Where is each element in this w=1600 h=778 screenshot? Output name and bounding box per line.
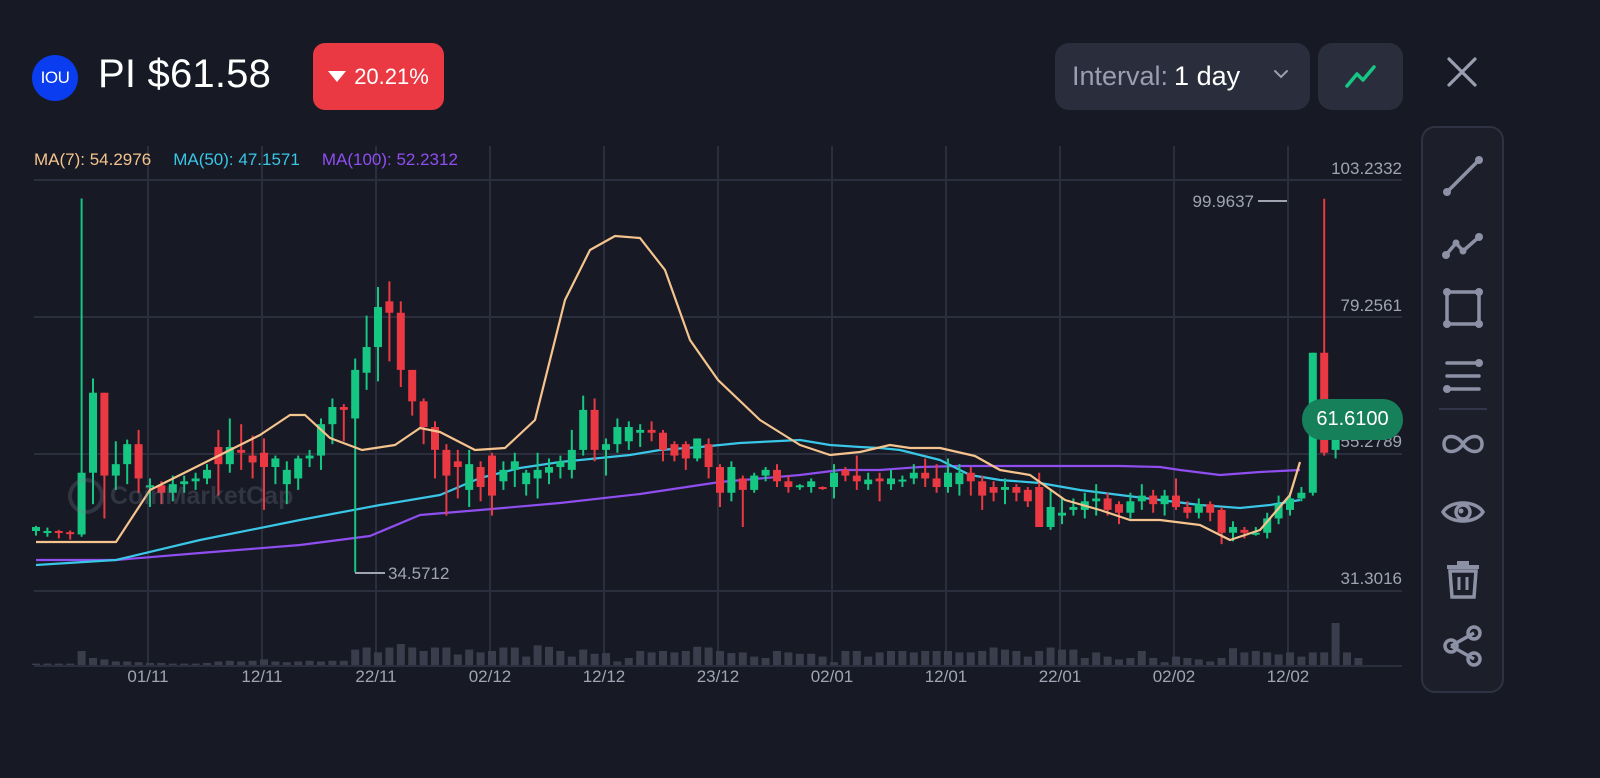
infinity-icon <box>1441 434 1484 454</box>
visibility-toggle[interactable] <box>1423 482 1502 542</box>
x-axis-tick: 12/11 <box>241 667 283 686</box>
down-triangle-icon <box>328 71 347 82</box>
price-change-badge: 20.21% <box>313 43 444 110</box>
x-axis-tick: 12/12 <box>582 667 626 686</box>
moving-average-legend: MA(7): 54.2976 MA(50): 47.1571 MA(100): … <box>34 150 458 170</box>
chart-header: IOU PI $61.58 20.21% Interval: 1 day <box>0 0 1600 120</box>
current-price-tag: 61.6100 <box>1302 399 1403 440</box>
price-chart[interactable]: 99.9637 34.5712 <box>0 0 1420 778</box>
toolbar-divider <box>1439 408 1487 410</box>
interval-value: 1 day <box>1174 61 1241 91</box>
x-axis-tick: 12/02 <box>1266 667 1310 686</box>
ma100-legend: MA(100): 52.2312 <box>321 150 458 169</box>
coinmarketcap-watermark: CoinMarketCap <box>68 478 293 514</box>
close-button[interactable] <box>1440 50 1484 94</box>
rectangle-icon <box>1442 288 1483 328</box>
ma50-legend: MA(50): 47.1571 <box>173 150 300 169</box>
trend-line-icon <box>1442 156 1483 196</box>
drawing-toolbar <box>1421 126 1504 693</box>
y-axis-tick: 79.2561 <box>1340 296 1402 315</box>
svg-text:99.9637: 99.9637 <box>1193 192 1254 211</box>
page-title: PI $61.58 <box>98 52 272 96</box>
candlestick-chart[interactable]: 99.9637 34.5712 <box>0 0 1420 778</box>
y-axis-tick: 31.3016 <box>1340 569 1402 588</box>
x-axis-tick: 23/12 <box>696 667 740 686</box>
parallel-lines-tool[interactable] <box>1423 346 1502 406</box>
trash-icon <box>1446 561 1479 599</box>
line-chart-icon <box>1344 64 1376 88</box>
coin-logo-icon: IOU <box>32 55 78 101</box>
chart-type-button[interactable] <box>1318 43 1403 110</box>
polyline-tool[interactable] <box>1423 213 1502 273</box>
polyline-icon <box>1441 233 1483 259</box>
close-icon <box>1447 57 1477 87</box>
coinmarketcap-logo-icon <box>68 478 104 514</box>
svg-text:34.5712: 34.5712 <box>388 564 449 583</box>
y-axis-tick: 103.2332 <box>1331 159 1402 178</box>
ma7-legend: MA(7): 54.2976 <box>34 150 152 169</box>
share-icon <box>1442 625 1482 667</box>
x-axis-tick: 22/01 <box>1038 667 1082 686</box>
rectangle-tool[interactable] <box>1423 278 1502 338</box>
x-axis-tick: 02/02 <box>1152 667 1196 686</box>
x-axis-tick: 01/11 <box>127 667 169 686</box>
share-button[interactable] <box>1423 616 1502 676</box>
interval-dropdown[interactable]: Interval: 1 day <box>1055 43 1310 110</box>
x-axis-tick: 02/12 <box>468 667 512 686</box>
infinite-line-tool[interactable] <box>1423 414 1502 474</box>
x-axis-tick: 02/01 <box>810 667 854 686</box>
chevron-down-icon <box>1274 70 1288 79</box>
price-change-value: 20.21% <box>354 63 429 89</box>
watermark-text: CoinMarketCap <box>110 481 294 510</box>
x-axis-tick: 12/01 <box>924 667 968 686</box>
x-axis-tick: 22/11 <box>355 667 397 686</box>
delete-button[interactable] <box>1423 548 1502 608</box>
interval-label: Interval: <box>1072 61 1169 91</box>
eye-icon <box>1440 501 1485 523</box>
trend-line-tool[interactable] <box>1423 146 1502 206</box>
parallel-lines-icon <box>1442 359 1483 393</box>
